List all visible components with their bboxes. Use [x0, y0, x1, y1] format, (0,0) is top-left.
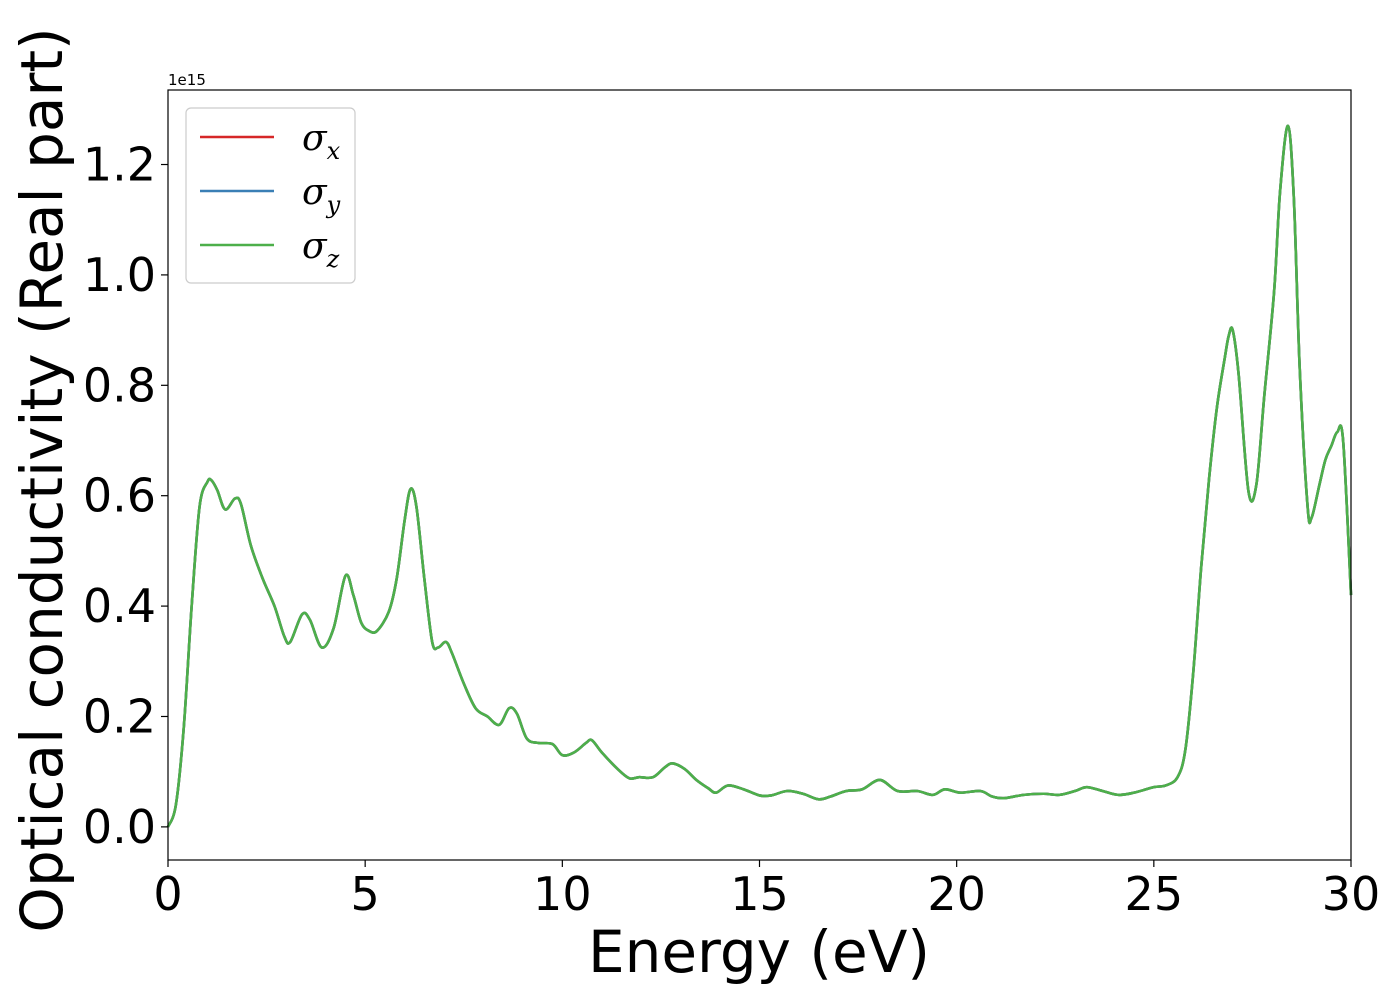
x-axis-label: Energy (eV) [588, 918, 930, 986]
y-tick-label: 0.6 [83, 469, 156, 523]
legend-label: σz [302, 226, 340, 273]
y-tick-label: 1.0 [83, 248, 156, 302]
x-tick-label: 0 [153, 867, 182, 921]
y-tick-label: 0.2 [83, 689, 156, 743]
x-axis-ticks: 0 5 10 15 20 25 30 [153, 860, 1380, 921]
legend-label: σx [302, 118, 341, 165]
plot-area [168, 90, 1351, 860]
x-tick-label: 5 [351, 867, 380, 921]
legend-frame [185, 107, 356, 284]
y-tick-label: 0.4 [83, 579, 156, 633]
legend-symbol: σ [302, 118, 328, 159]
y-tick-label: 0.8 [83, 358, 156, 412]
legend-symbol: σ [302, 172, 328, 213]
x-tick-label: 30 [1322, 867, 1381, 921]
x-tick-label: 20 [927, 867, 986, 921]
y-axis-ticks: 0.0 0.2 0.4 0.6 0.8 1.0 1.2 [83, 138, 168, 854]
legend-subscript: z [326, 245, 340, 273]
legend-label: σy [302, 172, 341, 219]
y-axis-label: Optical conductivity (Real part) [8, 27, 76, 932]
legend-subscript: x [327, 137, 341, 165]
x-tick-label: 10 [533, 867, 592, 921]
series-lines [166, 124, 1353, 828]
x-tick-label: 15 [730, 867, 789, 921]
legend-subscript: y [326, 191, 341, 219]
legend-symbol: σ [302, 226, 328, 267]
x-tick-label: 25 [1125, 867, 1184, 921]
y-tick-label: 0.0 [83, 800, 156, 854]
y-tick-label: 1.2 [83, 138, 156, 192]
series-line-sigma-z [166, 124, 1353, 828]
y-offset-text: 1e15 [168, 71, 206, 89]
